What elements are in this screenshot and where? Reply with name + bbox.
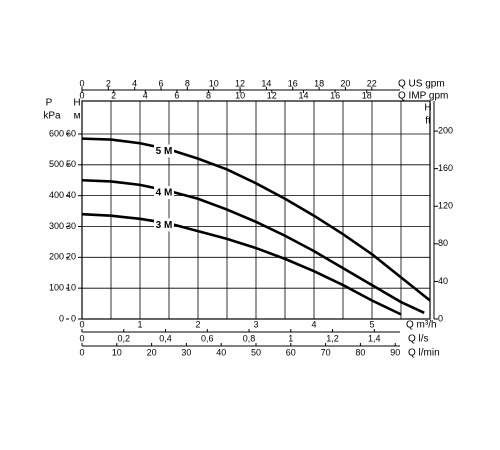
tick-label: 1,2 <box>326 333 339 343</box>
x-tick-label: 0 <box>79 319 84 329</box>
x-tick-label: 3 <box>253 319 258 329</box>
curve-label-bg <box>154 144 174 158</box>
axis-label: P <box>46 98 53 109</box>
tick-label: 0,4 <box>159 333 172 343</box>
tick-label: 0 <box>79 333 84 343</box>
axis-label: Q l/min <box>408 348 440 359</box>
curve-label: 4 M <box>156 188 173 199</box>
tick-label: 0,6 <box>201 333 214 343</box>
tick-label: 30 <box>181 347 191 357</box>
tick-label: 1 <box>288 333 293 343</box>
tick-label: 0,2 <box>118 333 131 343</box>
tick-label: 80 <box>438 238 448 248</box>
tick-label: 1,4 <box>368 333 381 343</box>
axis-label: Q IMP gpm <box>398 91 448 102</box>
tick-label: 6 <box>174 90 179 100</box>
tick-label: 50 <box>251 347 261 357</box>
y-tick-label: 0 <box>71 313 76 323</box>
plot-frame <box>81 100 431 320</box>
tick-label: 40 <box>216 347 226 357</box>
y-axis-label: H <box>73 98 80 109</box>
axis-label: Q US gpm <box>398 79 445 90</box>
curve-label: 5 M <box>156 146 173 157</box>
tick-label: 400 <box>49 190 64 200</box>
tick-label: 0 <box>79 347 84 357</box>
y-tick-label: 20 <box>66 252 76 262</box>
axis-label: Q l/s <box>408 334 429 345</box>
tick-label: 40 <box>438 276 448 286</box>
tick-label: 20 <box>340 78 350 88</box>
tick-label: 18 <box>362 90 372 100</box>
curve-label: 3 M <box>156 220 173 231</box>
tick-label: 16 <box>330 90 340 100</box>
x-tick-label: 2 <box>195 319 200 329</box>
tick-label: 18 <box>314 78 324 88</box>
tick-label: 2 <box>106 78 111 88</box>
tick-label: 300 <box>49 221 64 231</box>
tick-label: 10 <box>209 78 219 88</box>
tick-label: 4 <box>143 90 148 100</box>
curve-label-bg <box>154 218 174 232</box>
tick-label: 10 <box>112 347 122 357</box>
tick-label: 8 <box>206 90 211 100</box>
tick-label: 500 <box>49 159 64 169</box>
y-tick-label: 60 <box>66 128 76 138</box>
y-tick-label: 30 <box>66 221 76 231</box>
axis-unit: kPa <box>43 111 61 122</box>
y-axis-unit: м <box>74 111 81 122</box>
tick-label: 60 <box>286 347 296 357</box>
x-tick-label: 4 <box>311 319 316 329</box>
tick-label: 2 <box>111 90 116 100</box>
x-tick-label: 1 <box>137 319 142 329</box>
tick-label: 8 <box>185 78 190 88</box>
tick-label: 0 <box>59 313 64 323</box>
tick-label: 14 <box>261 78 271 88</box>
tick-label: 80 <box>355 347 365 357</box>
tick-label: 200 <box>49 252 64 262</box>
tick-label: 4 <box>132 78 137 88</box>
curve-label-bg <box>154 186 174 200</box>
tick-label: 120 <box>438 201 453 211</box>
tick-label: 12 <box>235 78 245 88</box>
tick-label: 0,8 <box>243 333 256 343</box>
tick-label: 10 <box>235 90 245 100</box>
x-axis-label: Q m³/h <box>406 320 437 331</box>
tick-label: 600 <box>49 128 64 138</box>
tick-label: 100 <box>49 283 64 293</box>
x-tick-label: 5 <box>369 319 374 329</box>
tick-label: 0 <box>79 78 84 88</box>
tick-label: 14 <box>298 90 308 100</box>
tick-label: 90 <box>390 347 400 357</box>
tick-label: 0 <box>79 90 84 100</box>
tick-label: 160 <box>438 163 453 173</box>
tick-label: 70 <box>321 347 331 357</box>
axis-label: H <box>424 103 431 114</box>
tick-label: 0 <box>438 313 443 323</box>
tick-label: 12 <box>267 90 277 100</box>
axis-unit: ft <box>425 116 431 127</box>
pump-curve <box>81 178 425 315</box>
y-tick-label: 50 <box>66 159 76 169</box>
tick-label: 20 <box>147 347 157 357</box>
tick-label: 22 <box>367 78 377 88</box>
pump-curve <box>81 137 431 302</box>
tick-label: 16 <box>288 78 298 88</box>
tick-label: 200 <box>438 125 453 135</box>
y-tick-label: 10 <box>66 283 76 293</box>
pump-curve <box>81 212 402 316</box>
y-tick-label: 40 <box>66 190 76 200</box>
tick-label: 6 <box>159 78 164 88</box>
